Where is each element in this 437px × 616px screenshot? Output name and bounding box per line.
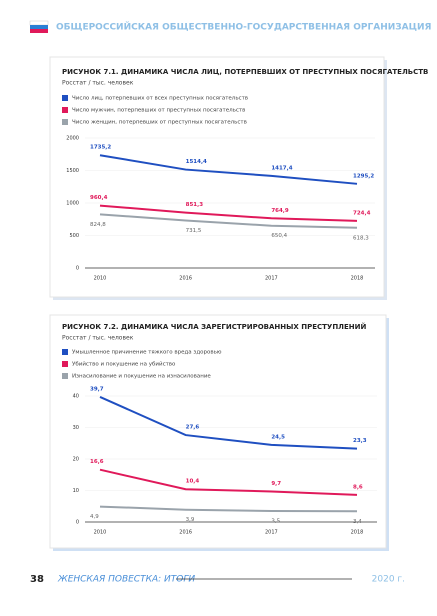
flag-white bbox=[29, 20, 49, 26]
legend-label: Число лиц, потерпевших от всех преступны… bbox=[72, 96, 248, 102]
legend-swatch bbox=[62, 373, 68, 379]
chart-title: РИСУНОК 7.2. ДИНАМИКА ЧИСЛА ЗАРЕГИСТРИРО… bbox=[62, 322, 366, 331]
y-tick-label: 1500 bbox=[66, 168, 79, 174]
series-line bbox=[99, 396, 358, 450]
x-tick-label: 2010 bbox=[94, 276, 107, 282]
series-line bbox=[99, 154, 358, 185]
legend-swatch bbox=[62, 349, 68, 355]
value-label: 16,6 bbox=[90, 459, 104, 465]
value-label: 39,7 bbox=[90, 386, 104, 392]
value-label: 1735,2 bbox=[90, 145, 111, 151]
legend-label: Изнасилование и покушение на изнасилован… bbox=[72, 374, 211, 380]
panel bbox=[49, 56, 385, 298]
value-label: 3,4 bbox=[353, 519, 362, 525]
legend-swatch bbox=[62, 95, 68, 101]
series-line bbox=[99, 204, 358, 222]
value-label: 10,4 bbox=[186, 479, 200, 485]
y-tick-label: 10 bbox=[73, 488, 79, 494]
value-label: 27,6 bbox=[186, 425, 200, 431]
chart-subtitle: Росстат / тыс. человек bbox=[62, 335, 134, 342]
value-label: 9,7 bbox=[271, 481, 281, 487]
legend-label: Умышленное причинение тяжкого вреда здор… bbox=[72, 350, 222, 356]
legend-swatch bbox=[62, 119, 68, 125]
footer-title: ЖЕНСКАЯ ПОВЕСТКА: ИТОГИ bbox=[57, 575, 195, 585]
value-label: 4,9 bbox=[90, 514, 99, 520]
value-label: 8,6 bbox=[353, 484, 363, 490]
x-tick-label: 2016 bbox=[179, 530, 192, 536]
x-tick-label: 2017 bbox=[265, 276, 278, 282]
y-tick-label: 500 bbox=[69, 233, 79, 239]
chart-subtitle: Росстат / тыс. человек bbox=[62, 80, 134, 87]
legend-swatch bbox=[62, 361, 68, 367]
x-tick-label: 2016 bbox=[179, 276, 192, 282]
legend-label: Число мужчин, потерпевших от преступных … bbox=[72, 108, 245, 114]
value-label: 23,3 bbox=[353, 438, 367, 444]
legend-swatch bbox=[62, 107, 68, 113]
value-label: 1514,4 bbox=[186, 159, 207, 165]
series-line bbox=[99, 213, 358, 229]
x-tick-label: 2018 bbox=[351, 276, 364, 282]
value-label: 3,5 bbox=[271, 518, 280, 524]
value-label: 851,3 bbox=[186, 202, 204, 208]
legend-label: Убийство и покушение на убийство bbox=[72, 361, 176, 368]
series-line bbox=[99, 505, 358, 513]
legend-label: Число женщин, потерпевших от преступных … bbox=[72, 120, 247, 126]
value-label: 650,4 bbox=[271, 233, 287, 239]
series-line bbox=[99, 468, 358, 496]
value-label: 724,4 bbox=[353, 210, 371, 216]
y-tick-label: 0 bbox=[76, 266, 79, 272]
flag-red bbox=[30, 29, 48, 33]
footer-year: 2020 г. bbox=[372, 575, 405, 585]
value-label: 731,5 bbox=[186, 228, 202, 234]
x-tick-label: 2017 bbox=[265, 530, 278, 536]
y-tick-label: 2000 bbox=[66, 136, 79, 142]
value-label: 3,9 bbox=[186, 517, 195, 523]
x-tick-label: 2010 bbox=[94, 530, 107, 536]
y-tick-label: 20 bbox=[73, 457, 79, 463]
value-label: 1295,2 bbox=[353, 173, 374, 179]
page-number: 38 bbox=[30, 574, 44, 585]
value-label: 960,4 bbox=[90, 195, 108, 201]
flag-blue bbox=[30, 25, 48, 29]
y-tick-label: 40 bbox=[73, 394, 79, 400]
header-title: ОБЩЕРОССИЙСКАЯ ОБЩЕСТВЕННО-ГОСУДАРСТВЕНН… bbox=[56, 21, 431, 33]
value-label: 618,3 bbox=[353, 235, 369, 241]
x-tick-label: 2018 bbox=[351, 530, 364, 536]
value-label: 764,9 bbox=[271, 208, 289, 214]
value-label: 824,8 bbox=[90, 222, 106, 228]
value-label: 1417,4 bbox=[271, 165, 292, 171]
y-tick-label: 30 bbox=[73, 425, 79, 431]
y-tick-label: 0 bbox=[76, 520, 79, 526]
y-tick-label: 1000 bbox=[66, 201, 79, 207]
chart-title: РИСУНОК 7.1. ДИНАМИКА ЧИСЛА ЛИЦ, ПОТЕРПЕ… bbox=[62, 68, 428, 76]
panel bbox=[49, 314, 387, 549]
value-label: 24,5 bbox=[271, 434, 285, 440]
